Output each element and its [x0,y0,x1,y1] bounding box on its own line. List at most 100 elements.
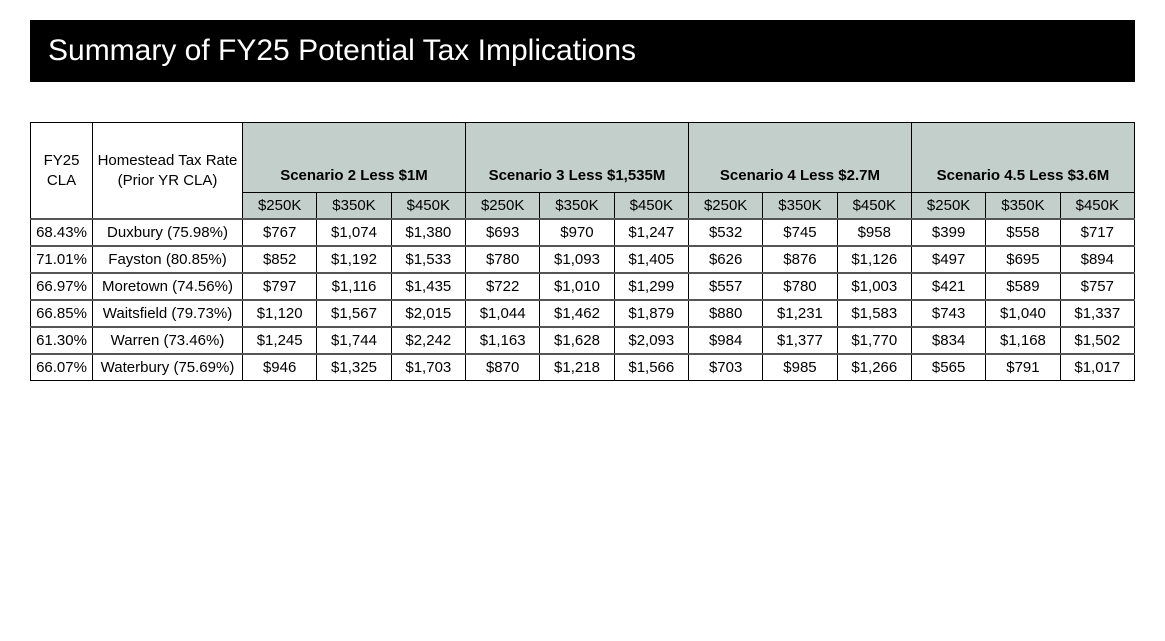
cell-value: $1,502 [1060,327,1134,354]
header-amount: $450K [1060,193,1134,220]
cell-value: $1,074 [317,219,391,246]
cell-value: $1,231 [763,300,837,327]
cell-value: $1,533 [391,246,465,273]
cell-value: $717 [1060,219,1134,246]
cell-town: Duxbury (75.98%) [93,219,243,246]
cell-value: $791 [986,354,1060,381]
cell-value: $870 [465,354,539,381]
header-amount: $450K [614,193,688,220]
header-amount: $450K [837,193,911,220]
cell-town: Warren (73.46%) [93,327,243,354]
cell-value: $1,245 [243,327,317,354]
cell-value: $1,462 [540,300,614,327]
cell-cla: 66.85% [31,300,93,327]
cell-value: $852 [243,246,317,273]
cell-value: $1,879 [614,300,688,327]
header-cla: FY25 CLA [31,123,93,220]
cell-value: $958 [837,219,911,246]
header-amount: $250K [911,193,985,220]
header-amount: $250K [243,193,317,220]
cell-value: $1,168 [986,327,1060,354]
cell-value: $1,770 [837,327,911,354]
cell-town: Waitsfield (79.73%) [93,300,243,327]
cell-value: $1,093 [540,246,614,273]
cell-value: $695 [986,246,1060,273]
cell-value: $1,040 [986,300,1060,327]
cell-cla: 61.30% [31,327,93,354]
cell-value: $946 [243,354,317,381]
cell-value: $1,017 [1060,354,1134,381]
cell-value: $1,003 [837,273,911,300]
cell-value: $1,192 [317,246,391,273]
table-row: 66.97%Moretown (74.56%)$797$1,116$1,435 $… [31,273,1135,300]
cell-value: $767 [243,219,317,246]
cell-value: $565 [911,354,985,381]
header-amount: $250K [465,193,539,220]
cell-town: Waterbury (75.69%) [93,354,243,381]
header-amount: $350K [317,193,391,220]
cell-value: $558 [986,219,1060,246]
cell-value: $1,744 [317,327,391,354]
cell-value: $703 [688,354,762,381]
header-scenario-4: Scenario 4.5 Less $3.6M [911,123,1134,193]
cell-value: $2,242 [391,327,465,354]
cell-value: $1,010 [540,273,614,300]
cell-cla: 66.97% [31,273,93,300]
table-row: 71.01%Fayston (80.85%)$852$1,192$1,533$7… [31,246,1135,273]
cell-value: $1,120 [243,300,317,327]
cell-value: $2,015 [391,300,465,327]
header-amount: $350K [763,193,837,220]
cell-value: $1,566 [614,354,688,381]
cell-value: $894 [1060,246,1134,273]
header-amount: $350K [540,193,614,220]
table-row: 66.07%Waterbury (75.69%)$946$1,325$1,703… [31,354,1135,381]
cell-value: $1,380 [391,219,465,246]
header-scenario-2: Scenario 3 Less $1,535M [465,123,688,193]
cell-value: $1,628 [540,327,614,354]
cell-value: $1,126 [837,246,911,273]
cell-value: $557 [688,273,762,300]
cell-value: $1,583 [837,300,911,327]
cell-value: $985 [763,354,837,381]
cell-value: $1,163 [465,327,539,354]
cell-value: $693 [465,219,539,246]
cell-value: $626 [688,246,762,273]
cell-value: $797 [243,273,317,300]
cell-value: $743 [911,300,985,327]
cell-cla: 66.07% [31,354,93,381]
page-title: Summary of FY25 Potential Tax Implicatio… [30,20,1135,82]
cell-value: $1,266 [837,354,911,381]
cell-value: $1,337 [1060,300,1134,327]
header-scenario-3: Scenario 4 Less $2.7M [688,123,911,193]
cell-value: $1,405 [614,246,688,273]
cell-value: $780 [465,246,539,273]
cell-town: Moretown (74.56%) [93,273,243,300]
cell-value: $1,247 [614,219,688,246]
cell-value: $984 [688,327,762,354]
cell-value: $1,703 [391,354,465,381]
cell-value: $1,299 [614,273,688,300]
header-scenario-1: Scenario 2 Less $1M [243,123,466,193]
cell-value: $532 [688,219,762,246]
cell-value: $1,567 [317,300,391,327]
cell-value: $876 [763,246,837,273]
header-amount: $450K [391,193,465,220]
table-row: 61.30%Warren (73.46%)$1,245$1,744$2,242$… [31,327,1135,354]
cell-value: $1,218 [540,354,614,381]
cell-value: $421 [911,273,985,300]
cell-town: Fayston (80.85%) [93,246,243,273]
cell-value: $497 [911,246,985,273]
cell-value: $1,116 [317,273,391,300]
cell-value: $834 [911,327,985,354]
header-amount: $350K [986,193,1060,220]
cell-value: $589 [986,273,1060,300]
header-town: Homestead Tax Rate (Prior YR CLA) [93,123,243,220]
cell-value: $399 [911,219,985,246]
cell-value: $970 [540,219,614,246]
header-amount: $250K [688,193,762,220]
cell-value: $2,093 [614,327,688,354]
cell-value: $880 [688,300,762,327]
cell-value: $745 [763,219,837,246]
cell-value: $1,435 [391,273,465,300]
cell-value: $1,377 [763,327,837,354]
